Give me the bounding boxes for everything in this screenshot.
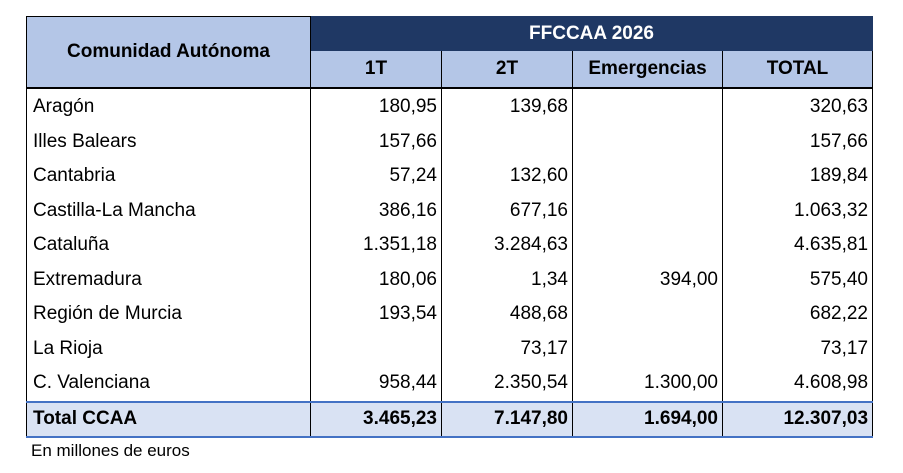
value-2t: 73,17 (441, 331, 573, 366)
total-1t: 3.465,23 (310, 400, 442, 438)
footnote: En millones de euros (31, 441, 190, 460)
table-row: Aragón 180,95 139,68 320,63 (26, 88, 874, 125)
ffccaa-table: Comunidad Autónoma FFCCAA 2026 1T 2T Eme… (26, 15, 874, 438)
header-row-columns: 1T 2T Emergencias TOTAL (27, 50, 874, 90)
region-name: Cantabria (26, 159, 311, 194)
value-1t: 386,16 (310, 193, 442, 228)
value-emergencias (572, 297, 723, 332)
total-total: 12.307,03 (721, 400, 874, 438)
region-name: C. Valenciana (26, 366, 311, 402)
column-header-emergencias: Emergencias (572, 50, 723, 90)
value-2t: 139,68 (441, 88, 573, 125)
value-2t: 3.284,63 (441, 228, 573, 263)
table-row: Extremadura 180,06 1,34 394,00 575,40 (26, 262, 874, 297)
value-emergencias (572, 331, 723, 366)
value-1t: 1.351,18 (310, 228, 442, 263)
value-1t: 958,44 (310, 366, 442, 402)
total-row: Total CCAA 3.465,23 7.147,80 1.694,00 12… (26, 400, 874, 438)
table-row: La Rioja 73,17 73,17 (26, 331, 874, 366)
value-2t: 1,34 (441, 262, 573, 297)
value-total: 73,17 (721, 331, 874, 366)
value-total: 189,84 (721, 159, 874, 194)
region-name: Illes Balears (26, 124, 311, 159)
value-1t: 180,06 (310, 262, 442, 297)
value-2t: 132,60 (441, 159, 573, 194)
total-emergencias: 1.694,00 (572, 400, 723, 438)
total-2t: 7.147,80 (441, 400, 573, 438)
value-emergencias (572, 193, 723, 228)
table-row: Illes Balears 157,66 157,66 (26, 124, 874, 159)
value-total: 4.608,98 (721, 366, 874, 402)
value-2t: 2.350,54 (441, 366, 573, 402)
value-1t: 57,24 (310, 159, 442, 194)
value-emergencias (572, 88, 723, 125)
row-header-cell: Comunidad Autónoma (26, 16, 311, 89)
value-emergencias (572, 159, 723, 194)
group-header-cell: FFCCAA 2026 (309, 15, 874, 52)
column-header-2t: 2T (441, 50, 573, 90)
value-total: 1.063,32 (721, 193, 874, 228)
table-row: Cantabria 57,24 132,60 189,84 (26, 159, 874, 194)
region-name: La Rioja (26, 331, 311, 366)
total-label: Total CCAA (26, 400, 311, 438)
region-name: Castilla-La Mancha (26, 193, 311, 228)
region-name: Extremadura (26, 262, 311, 297)
value-total: 157,66 (721, 124, 874, 159)
value-emergencias: 394,00 (572, 262, 723, 297)
value-1t: 193,54 (310, 297, 442, 332)
region-name: Aragón (26, 88, 311, 125)
value-1t: 180,95 (310, 88, 442, 125)
region-name: Cataluña (26, 228, 311, 263)
region-name: Región de Murcia (26, 297, 311, 332)
value-2t: 677,16 (441, 193, 573, 228)
value-total: 4.635,81 (721, 228, 874, 263)
table-row: C. Valenciana 958,44 2.350,54 1.300,00 4… (26, 366, 874, 402)
table-row: Cataluña 1.351,18 3.284,63 4.635,81 (26, 228, 874, 263)
value-emergencias (572, 228, 723, 263)
table-row: Región de Murcia 193,54 488,68 682,22 (26, 297, 874, 332)
value-2t (441, 124, 573, 159)
value-emergencias (572, 124, 723, 159)
value-total: 682,22 (721, 297, 874, 332)
value-total: 320,63 (721, 88, 874, 125)
value-2t: 488,68 (441, 297, 573, 332)
value-total: 575,40 (721, 262, 874, 297)
table-row: Castilla-La Mancha 386,16 677,16 1.063,3… (26, 193, 874, 228)
column-header-total: TOTAL (721, 50, 874, 90)
table-container: Comunidad Autónoma FFCCAA 2026 1T 2T Eme… (26, 15, 874, 438)
value-1t: 157,66 (310, 124, 442, 159)
value-1t (310, 331, 442, 366)
value-emergencias: 1.300,00 (572, 366, 723, 402)
column-header-1t: 1T (310, 50, 442, 90)
header-row-group: Comunidad Autónoma FFCCAA 2026 (26, 15, 874, 89)
